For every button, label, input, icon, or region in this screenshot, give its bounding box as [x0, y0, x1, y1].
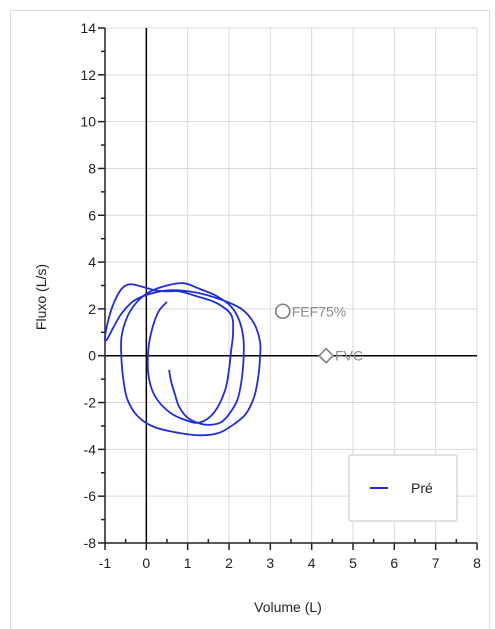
fef75-marker: [274, 303, 291, 320]
markers-layer: FEF75% FVC: [274, 303, 363, 364]
series-line: [104, 282, 262, 437]
x-tick-label: 2: [225, 555, 233, 571]
x-tick-label: 7: [432, 555, 440, 571]
x-tick-label: 3: [266, 555, 274, 571]
x-tick-label: 1: [184, 555, 192, 571]
y-tick-label: -8: [84, 535, 97, 551]
y-axis-title: Fluxo (L/s): [33, 264, 49, 330]
x-tick-label: 8: [473, 555, 481, 571]
ticks: [98, 27, 478, 550]
x-tick-label: 5: [349, 555, 357, 571]
y-tick-label: -2: [84, 395, 97, 411]
legend-box: [348, 454, 458, 522]
y-tick-label: -6: [84, 488, 97, 504]
y-tick-label: 6: [88, 207, 96, 223]
legend-label: Pré: [411, 480, 433, 496]
fvc-marker: [318, 347, 335, 364]
chart-frame: [10, 10, 490, 629]
y-tick-label: -4: [84, 441, 97, 457]
legend: Pré: [348, 454, 458, 522]
y-tick-label: 12: [80, 67, 96, 83]
fef75-label: FEF75%: [292, 303, 346, 319]
x-tick-label: -1: [99, 555, 112, 571]
x-tick-label: 6: [390, 555, 398, 571]
y-tick-label: 2: [88, 301, 96, 317]
y-tick-label: 14: [80, 20, 96, 36]
x-axis-title: Volume (L): [254, 599, 322, 615]
y-tick-label: 0: [88, 348, 96, 364]
y-tick-label: 4: [88, 254, 96, 270]
x-tick-label: 0: [142, 555, 150, 571]
series-layer: [104, 282, 262, 437]
y-tick-label: 10: [80, 114, 96, 130]
x-tick-label: 4: [308, 555, 316, 571]
fvc-label: FVC: [335, 348, 363, 364]
y-tick-label: 8: [88, 160, 96, 176]
